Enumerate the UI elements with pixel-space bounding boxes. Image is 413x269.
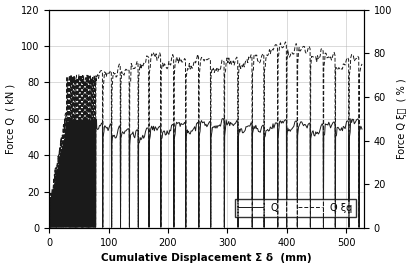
Y-axis label: Force Q ξᵱ  ( % ): Force Q ξᵱ ( % ) [397,79,408,159]
Q ξq [283,40,288,44]
Q ξq [47,208,52,212]
Q [83,132,88,135]
Q [52,226,57,229]
Q [341,125,346,128]
Q [360,128,365,131]
Q [226,120,231,123]
Q [47,208,52,211]
Q ξq [341,62,346,66]
Q ξq [83,95,88,98]
Q [56,168,61,171]
Q ξq [52,225,57,229]
Q ξq [48,225,53,229]
Q ξq [360,62,365,66]
Q [83,117,88,120]
Q [48,226,53,229]
Q ξq [121,74,126,77]
Q ξq [56,155,61,158]
Legend: Q, Q ξq: Q, Q ξq [235,199,356,217]
Q [123,129,128,133]
Q ξq [225,61,230,65]
X-axis label: Cumulative Displacement Σ δ  (mm): Cumulative Displacement Σ δ (mm) [101,253,312,263]
Line: Q: Q [49,118,362,227]
Y-axis label: Force Q  ( kN ): Force Q ( kN ) [5,84,16,154]
Line: Q ξq: Q ξq [49,42,362,227]
